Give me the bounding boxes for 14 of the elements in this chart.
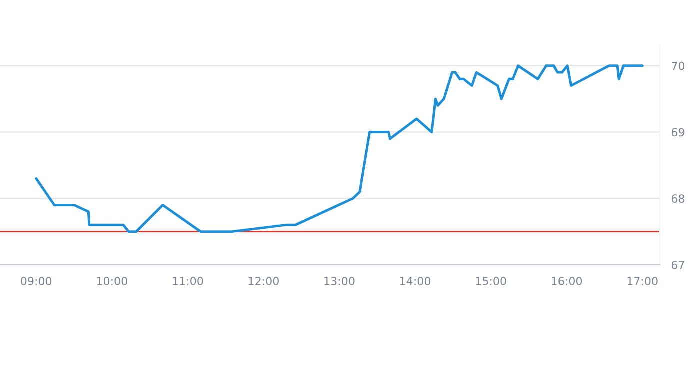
x-tick-label: 12:00 <box>248 277 279 286</box>
line-series <box>35 64 644 234</box>
y-tick-label: 68 <box>672 194 684 204</box>
y-tick-label: 67 <box>672 260 684 270</box>
x-tick-label: 14:00 <box>400 277 431 286</box>
x-tick-label: 15:00 <box>476 277 506 286</box>
x-tick-label: 17:00 <box>628 277 658 286</box>
x-tick-label: 13:00 <box>324 277 355 286</box>
y-tick-label: 70 <box>672 62 685 70</box>
x-tick-label: 10:00 <box>97 277 128 286</box>
y-tick-label: 69 <box>672 128 684 137</box>
x-tick-label: 16:00 <box>552 277 582 286</box>
x-tick-label: 09:00 <box>21 277 52 286</box>
x-tick-label: 11:00 <box>173 277 204 286</box>
